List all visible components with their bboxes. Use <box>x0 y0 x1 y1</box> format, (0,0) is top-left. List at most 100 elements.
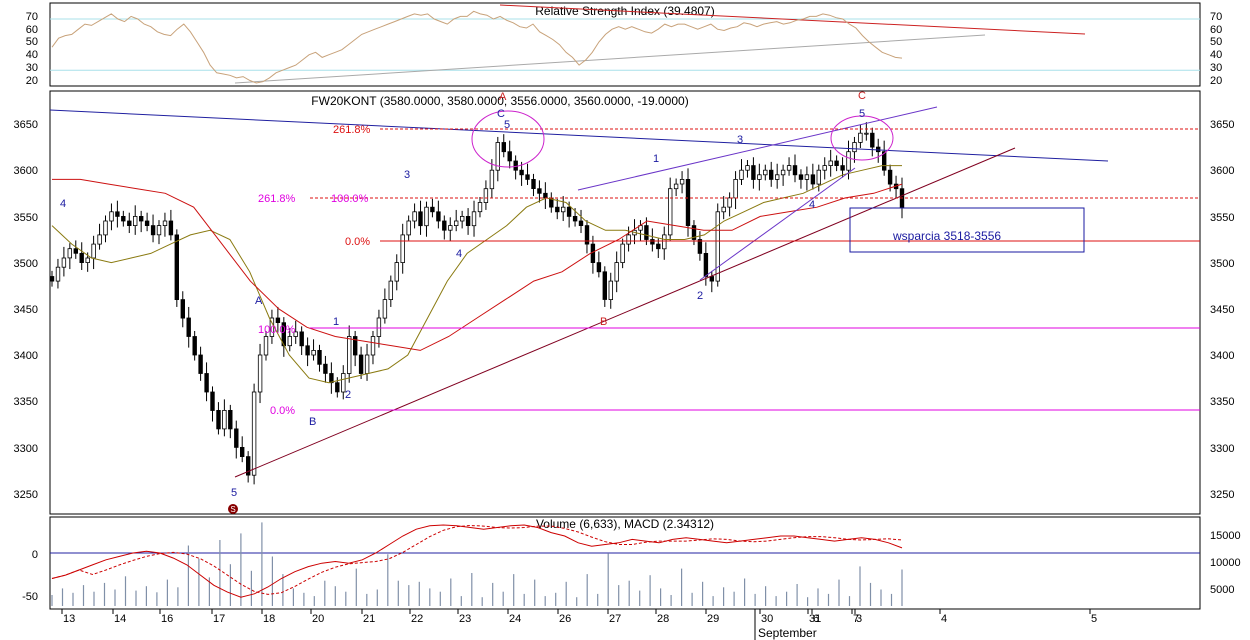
candle <box>513 155 518 180</box>
candle <box>733 171 738 210</box>
candle-body <box>483 188 489 203</box>
candle-body <box>168 220 174 236</box>
candle-body <box>620 243 625 264</box>
macd-line <box>51 524 903 598</box>
candle <box>156 220 162 245</box>
volume-tick: 15000 <box>1210 530 1241 542</box>
rsi-tick-left: 60 <box>26 24 38 36</box>
bottom-marker: S <box>228 504 238 514</box>
candle <box>727 192 732 217</box>
candle <box>662 226 667 260</box>
candle <box>216 402 221 435</box>
price-tick-left: 3250 <box>14 489 38 501</box>
price-tick-right: 3600 <box>1210 165 1234 177</box>
candle <box>73 240 78 259</box>
candle-body <box>840 165 845 171</box>
candle-body <box>376 317 382 337</box>
x-tick-label: 20 <box>312 613 324 625</box>
candle <box>204 362 209 402</box>
candle <box>127 212 132 234</box>
candle <box>341 365 346 400</box>
fib-label: 100.0% <box>258 324 296 336</box>
candle-body <box>810 174 816 185</box>
candle <box>245 451 251 483</box>
candle <box>876 138 881 163</box>
candle-body <box>798 174 804 180</box>
candle-body <box>150 225 156 236</box>
rsi-tick-right: 20 <box>1210 75 1222 87</box>
candle-body <box>519 169 524 176</box>
candle <box>745 160 750 178</box>
candle-body <box>751 165 756 180</box>
fib-labels: 261.8% 100.0% 0.0% 261.8% 100.0% 0.0% <box>258 124 371 417</box>
candle-body <box>222 409 227 430</box>
candle <box>739 159 744 185</box>
x-axis: 13 14 16 17 18 20 21 22 23 24 26 27 28 29 30 31 3 4 5 6 7 <box>50 608 1200 625</box>
candle <box>150 214 156 243</box>
price-tick-right: 3250 <box>1210 489 1234 501</box>
candle <box>495 136 500 182</box>
candle <box>388 275 393 307</box>
candle <box>239 436 245 463</box>
price-tick-right: 3350 <box>1210 396 1234 408</box>
candle <box>138 210 144 233</box>
macd-tick: -50 <box>22 591 38 603</box>
fib-label: 100.0% <box>331 193 369 205</box>
candle-body <box>792 165 798 176</box>
rsi-line <box>51 10 903 84</box>
candle-body <box>192 336 197 356</box>
candle <box>442 215 447 240</box>
candle-body <box>721 206 726 213</box>
candle <box>394 254 399 291</box>
candle-body <box>97 234 102 245</box>
candle-body <box>495 142 500 171</box>
candle <box>305 337 310 367</box>
macd-layer <box>50 522 1200 606</box>
candle <box>465 208 471 235</box>
candle <box>186 306 191 348</box>
candle <box>852 136 857 163</box>
candle-body <box>293 331 298 337</box>
candle-body <box>870 132 875 148</box>
rsi-tick-left: 50 <box>26 36 38 48</box>
candle-body <box>210 391 215 411</box>
price-left-ticks: 3650 3600 3550 3500 3450 3400 3350 3300 … <box>14 119 38 501</box>
candle <box>311 339 316 361</box>
candle-body <box>269 317 275 337</box>
candle-body <box>335 382 340 393</box>
fib-label: 261.8% <box>333 124 371 136</box>
candle <box>287 328 292 352</box>
candle <box>525 163 530 185</box>
candle-body <box>555 206 560 213</box>
wave-label: B <box>309 416 316 428</box>
price-layer <box>49 122 905 485</box>
candle <box>370 330 376 365</box>
wave-ellipse-left <box>471 110 545 168</box>
candle <box>668 177 673 241</box>
candle <box>180 291 185 328</box>
candle <box>858 124 863 149</box>
candle-body <box>739 169 744 180</box>
candle <box>822 157 827 180</box>
rsi-tick-left: 30 <box>26 62 38 74</box>
candle <box>840 157 845 178</box>
candle-body <box>412 211 417 222</box>
wave-label: 3 <box>737 134 743 146</box>
candle <box>174 229 179 307</box>
candle <box>471 200 477 237</box>
x-tick-label: 28 <box>657 613 669 625</box>
x-tick-label: 31 <box>809 613 821 625</box>
candle-body <box>566 206 572 217</box>
candle <box>578 209 584 234</box>
wave-label: A <box>499 91 507 103</box>
candle-body <box>644 225 649 240</box>
candle-body <box>424 206 429 227</box>
candle-body <box>174 234 179 300</box>
candle-body <box>305 345 310 356</box>
candle-body <box>668 188 673 236</box>
candle-body <box>477 202 483 213</box>
candle-body <box>341 373 346 393</box>
rsi-tick-right: 40 <box>1210 49 1222 61</box>
candle <box>448 217 453 242</box>
candle-body <box>572 215 578 222</box>
